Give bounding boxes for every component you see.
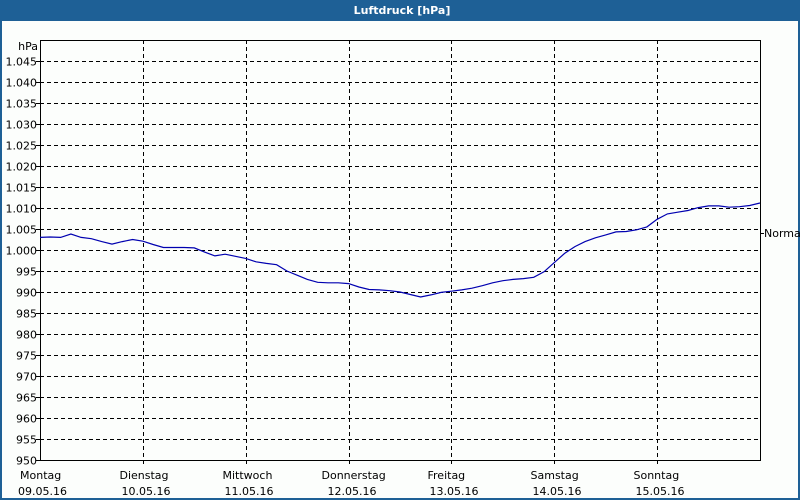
normal-label: Normal bbox=[764, 227, 800, 240]
y-tick-label: 980 bbox=[16, 329, 37, 342]
y-axis-ticks: 950 955 960 965 970 975 980 985 990 995 1.000 1.005… bbox=[6, 56, 40, 468]
y-tick-label: 985 bbox=[16, 308, 37, 321]
x-tick-day: Montag bbox=[20, 469, 61, 482]
x-tick-date: 14.05.16 bbox=[533, 485, 582, 498]
x-axis-ticks: Montag 09.05.16 Dienstag 10.05.16 Mittwoch 11… bbox=[18, 469, 684, 498]
y-tick-label: 970 bbox=[16, 371, 37, 384]
y-tick-label: 995 bbox=[16, 266, 37, 279]
y-tick-label: 1.025 bbox=[6, 140, 38, 153]
x-tick-day: Mittwoch bbox=[223, 469, 273, 482]
y-tick-label: 950 bbox=[16, 455, 37, 468]
x-tick-date: 10.05.16 bbox=[122, 485, 171, 498]
y-tick-label: 1.035 bbox=[6, 98, 38, 111]
x-tick-day: Sonntag bbox=[634, 469, 680, 482]
y-tick-label: 1.005 bbox=[6, 224, 38, 237]
x-tick-day: Donnerstag bbox=[322, 469, 386, 482]
y-tick-label: 1.030 bbox=[6, 119, 38, 132]
y-tick-label: 960 bbox=[16, 413, 37, 426]
y-tick-label: 975 bbox=[16, 350, 37, 363]
pressure-line bbox=[39, 202, 761, 298]
window-title: Luftdruck [hPa] bbox=[2, 0, 800, 21]
y-tick-label: 1.010 bbox=[6, 203, 38, 216]
y-tick-label: 1.045 bbox=[6, 56, 38, 69]
y-unit-label: hPa bbox=[18, 40, 38, 53]
y-tick-label: 1.000 bbox=[6, 245, 38, 258]
y-tick-label: 955 bbox=[16, 434, 37, 447]
x-tick-date: 12.05.16 bbox=[328, 485, 377, 498]
x-tick-date: 09.05.16 bbox=[18, 485, 67, 498]
plot-frame bbox=[40, 40, 761, 461]
y-tick-label: 1.040 bbox=[6, 77, 38, 90]
x-tick-date: 13.05.16 bbox=[430, 485, 479, 498]
y-tick-label: 990 bbox=[16, 287, 37, 300]
x-tick-day: Dienstag bbox=[120, 469, 169, 482]
y-tick-label: 1.020 bbox=[6, 161, 38, 174]
y-tick-label: 1.015 bbox=[6, 182, 38, 195]
x-tick-day: Samstag bbox=[531, 469, 579, 482]
grid-lines bbox=[40, 40, 760, 464]
x-tick-day: Freitag bbox=[428, 469, 466, 482]
x-tick-date: 11.05.16 bbox=[225, 485, 274, 498]
x-tick-date: 15.05.16 bbox=[636, 485, 685, 498]
y-tick-label: 965 bbox=[16, 392, 37, 405]
